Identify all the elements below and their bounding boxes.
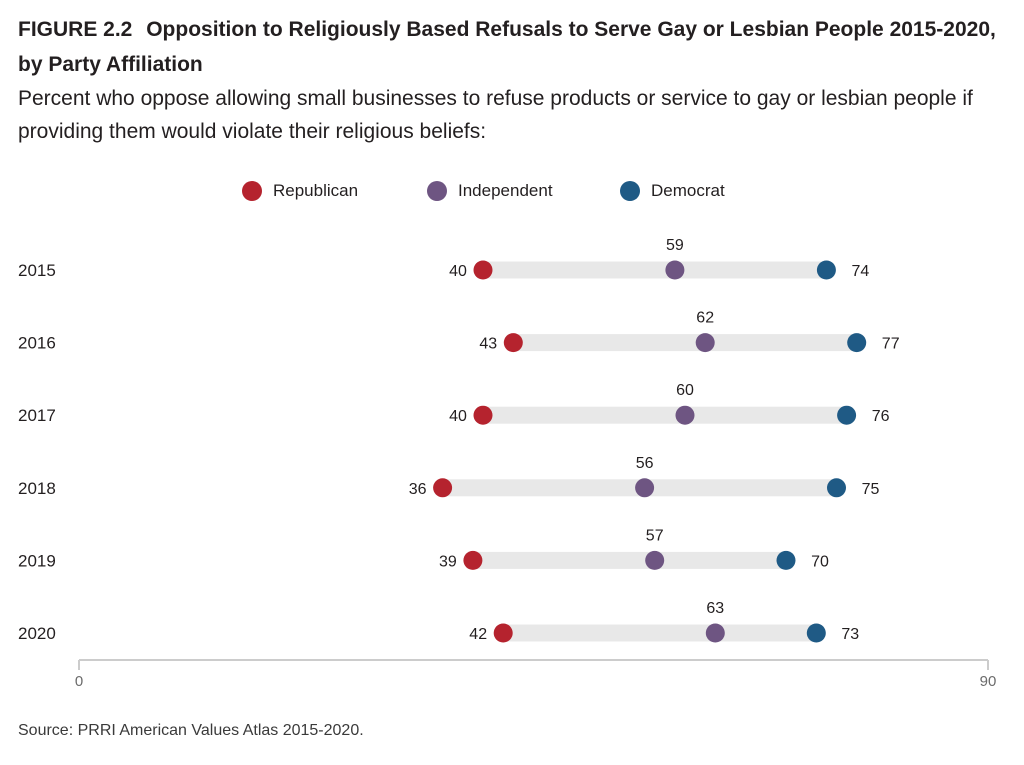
independent-value-label: 57 [646, 527, 664, 544]
republican-point [473, 405, 493, 425]
independent-point [665, 260, 685, 280]
x-tick-label: 0 [75, 673, 83, 690]
republican-value-label: 39 [439, 553, 457, 570]
row-label: 2019 [18, 551, 56, 570]
republican-point [493, 623, 513, 643]
democrat-point [837, 405, 857, 425]
range-bar [513, 334, 857, 352]
democrat-value-label: 75 [862, 481, 880, 498]
source-note: Source: PRRI American Values Atlas 2015-… [18, 722, 364, 739]
republican-point [463, 550, 483, 570]
figure-number: FIGURE 2.2 [18, 18, 133, 41]
democrat-value-label: 77 [882, 336, 900, 353]
row-label: 2015 [18, 261, 56, 280]
independent-value-label: 60 [676, 382, 694, 399]
republican-value-label: 36 [409, 481, 427, 498]
democrat-value-label: 74 [852, 263, 870, 280]
democrat-value-label: 73 [841, 626, 859, 643]
independent-value-label: 62 [696, 310, 714, 327]
republican-value-label: 42 [469, 626, 487, 643]
democrat-point [847, 333, 867, 353]
chart-subtitle: Percent who oppose allowing small busine… [18, 87, 973, 143]
independent-point [675, 405, 695, 425]
republican-value-label: 40 [449, 408, 467, 425]
independent-point [705, 623, 725, 643]
legend-label-democrat: Democrat [651, 181, 725, 200]
democrat-point [827, 478, 846, 498]
chart-title: FIGURE 2.2 Opposition to Religiously Bas… [18, 12, 1008, 82]
legend-label-republican: Republican [273, 181, 358, 200]
range-bar [483, 406, 847, 424]
legend-marker-republican [242, 181, 262, 201]
row-label: 2020 [18, 624, 56, 643]
x-tick-label: 90 [980, 673, 997, 690]
independent-point [645, 550, 665, 570]
democrat-point [776, 550, 796, 570]
legend-marker-independent [427, 181, 447, 201]
figure-title: Opposition to Religiously Based Refusals… [18, 18, 996, 76]
democrat-point [806, 623, 826, 643]
republican-point [433, 478, 453, 498]
legend-marker-democrat [620, 181, 640, 201]
independent-point [695, 333, 715, 353]
range-bar [503, 624, 817, 642]
democrat-point [816, 260, 836, 280]
range-bar [483, 261, 827, 279]
legend-label-independent: Independent [458, 181, 553, 200]
democrat-value-label: 70 [811, 553, 829, 570]
republican-value-label: 40 [449, 263, 467, 280]
independent-value-label: 63 [706, 600, 724, 617]
independent-value-label: 59 [666, 237, 684, 254]
row-label: 2017 [18, 406, 56, 425]
republican-value-label: 43 [479, 336, 497, 353]
range-bar [472, 551, 786, 569]
democrat-value-label: 76 [872, 408, 890, 425]
republican-point [503, 333, 523, 353]
independent-point [635, 478, 655, 498]
independent-value-label: 56 [636, 455, 654, 472]
row-label: 2018 [18, 479, 56, 498]
row-label: 2016 [18, 334, 56, 353]
republican-point [473, 260, 493, 280]
